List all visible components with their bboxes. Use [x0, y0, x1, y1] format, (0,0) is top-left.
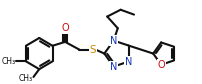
Text: S: S — [89, 45, 96, 55]
Text: N: N — [124, 57, 132, 67]
Text: O: O — [157, 60, 164, 70]
Text: CH₃: CH₃ — [18, 74, 32, 83]
Text: N: N — [109, 36, 117, 46]
Text: CH₃: CH₃ — [1, 57, 15, 66]
Text: O: O — [61, 23, 68, 33]
Text: N: N — [109, 62, 117, 72]
